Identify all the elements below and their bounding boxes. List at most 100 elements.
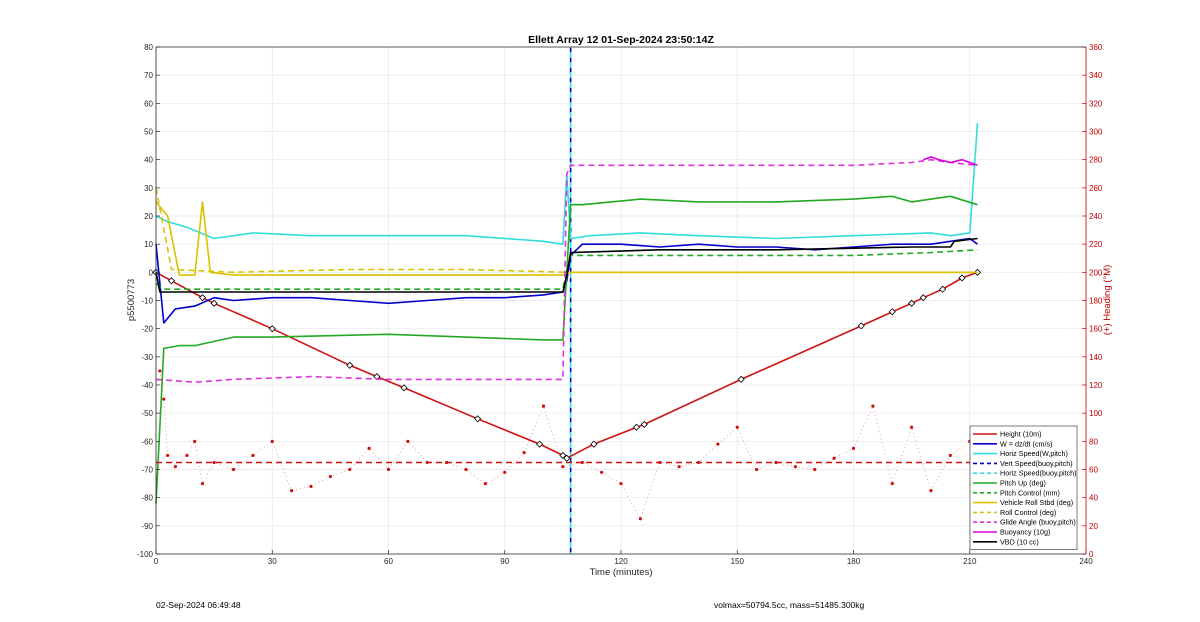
x-tick-label: 0 (154, 557, 159, 566)
y-tick-label: 60 (144, 99, 153, 108)
heading-point (677, 465, 681, 469)
heading-point (309, 484, 313, 488)
y-tick-label: -50 (141, 409, 153, 418)
x-tick-label: 210 (963, 557, 977, 566)
height-marker (210, 299, 218, 307)
y2-tick-label: 140 (1089, 353, 1103, 362)
height-marker (400, 384, 408, 392)
heading-point (251, 453, 255, 458)
y2-tick-label: 300 (1089, 128, 1103, 137)
y-tick-label: -40 (141, 381, 153, 390)
heading-point (270, 439, 274, 443)
y-tick-label: 40 (144, 156, 153, 165)
y-tick-label: -60 (141, 437, 153, 446)
height-marker (198, 294, 207, 302)
y-tick-label: 20 (144, 212, 153, 221)
y-tick-label: -30 (141, 353, 153, 362)
legend-label: Pitch Control (mm) (1000, 488, 1060, 497)
legend-box (969, 425, 1078, 550)
height-marker (888, 308, 896, 316)
x-axis-title: Time (minutes) (590, 567, 653, 578)
height-marker (474, 415, 482, 423)
y-tick-label: 10 (144, 240, 153, 249)
y-tick-label: 70 (144, 71, 153, 80)
x-tick-label: 90 (500, 557, 509, 566)
y-tick-label: -80 (141, 494, 153, 503)
legend-label: Roll Control (deg) (1000, 508, 1056, 517)
y-tick-label: 30 (144, 184, 153, 193)
height-marker (737, 375, 745, 383)
height-marker (958, 274, 966, 282)
footer-date: 02-Sep-2024 06:49:48 (156, 600, 241, 610)
y2-tick-label: 360 (1089, 43, 1103, 52)
heading-point (193, 439, 197, 443)
heading-point (212, 460, 216, 465)
heading-point (185, 453, 189, 458)
legend-label: Buoyancy (10g) (1000, 528, 1050, 537)
y-tick-label: 0 (149, 268, 154, 277)
series-line (155, 237, 978, 293)
series-line (155, 187, 978, 274)
x-tick-label: 60 (384, 557, 393, 566)
y2-tick-label: 160 (1089, 325, 1103, 334)
heading-point (541, 404, 546, 408)
series-line (155, 249, 978, 291)
y-axis-title: p5500773 (126, 279, 137, 321)
heading-point (328, 474, 332, 479)
y2-tick-label: 180 (1089, 297, 1103, 306)
height-marker (590, 440, 598, 448)
series-line (155, 195, 978, 504)
legend-label: Height (10m) (1000, 430, 1042, 439)
legend-label: Vert Speed(buoy,pitch) (1000, 459, 1073, 468)
legend-label: W = dz/dt (cm/s) (1000, 439, 1053, 448)
heading-point (290, 489, 294, 493)
x-tick-label: 150 (731, 557, 745, 566)
legend-label: Horiz Speed(W,pitch) (1000, 449, 1068, 458)
heading-point (832, 456, 836, 460)
y2-tick-label: 220 (1089, 240, 1103, 249)
chart-title: Ellett Array 12 01-Sep-2024 23:50:14Z (528, 34, 714, 46)
y-tick-label: -100 (137, 550, 154, 559)
y2-tick-label: 100 (1089, 409, 1103, 418)
height-marker (268, 325, 276, 333)
legend-label: Pitch Up (deg) (1000, 479, 1046, 488)
heading-point (367, 446, 371, 450)
height-marker (632, 423, 641, 431)
footer-volmax: volmax=50794.5cc, mass=51485.300kg (714, 600, 865, 610)
legend-label: Vehicle Roll Stbd (deg) (1000, 498, 1073, 507)
y2-tick-label: 240 (1089, 212, 1103, 221)
x-tick-label: 180 (847, 557, 861, 566)
heading-point (200, 481, 205, 486)
heading-point (910, 425, 914, 429)
series-line (923, 156, 978, 167)
heading-point (231, 467, 236, 472)
heading-point (600, 470, 604, 474)
y-tick-label: -90 (141, 522, 153, 531)
heading-point (464, 467, 468, 472)
y-tick-label: -10 (141, 297, 153, 306)
legend: Height (10m)W = dz/dt (cm/s)Horiz Speed(… (969, 425, 1078, 550)
legend-label: Glide Angle (buoy,pitch) (1000, 518, 1076, 527)
y2-tick-label: 260 (1089, 184, 1103, 193)
legend-label: Horiz Speed(buoy,pitch) (1000, 469, 1077, 478)
height-marker (908, 299, 916, 307)
heading-point (619, 481, 623, 486)
y2-tick-label: 0 (1089, 550, 1094, 559)
x-tick-label: 30 (268, 557, 277, 566)
y2-axis-title: (+) Heading (°M) (1102, 265, 1113, 336)
heading-point (890, 481, 894, 486)
height-marker (857, 322, 865, 330)
height-marker (919, 294, 927, 302)
y2-tick-label: 80 (1089, 437, 1098, 446)
x-tick-label: 240 (1079, 557, 1093, 566)
axes: 0 30 60 90 120 150 180 210 240-100-90-80-70-60-5… (137, 43, 1103, 566)
y-tick-label: 80 (144, 43, 153, 52)
heading-point (173, 465, 177, 469)
y2-tick-label: 40 (1089, 494, 1098, 503)
y2-tick-label: 340 (1089, 71, 1103, 80)
y2-tick-label: 120 (1089, 381, 1103, 390)
y-tick-label: -70 (141, 466, 153, 475)
height-marker (563, 454, 571, 462)
height-marker (559, 451, 567, 459)
